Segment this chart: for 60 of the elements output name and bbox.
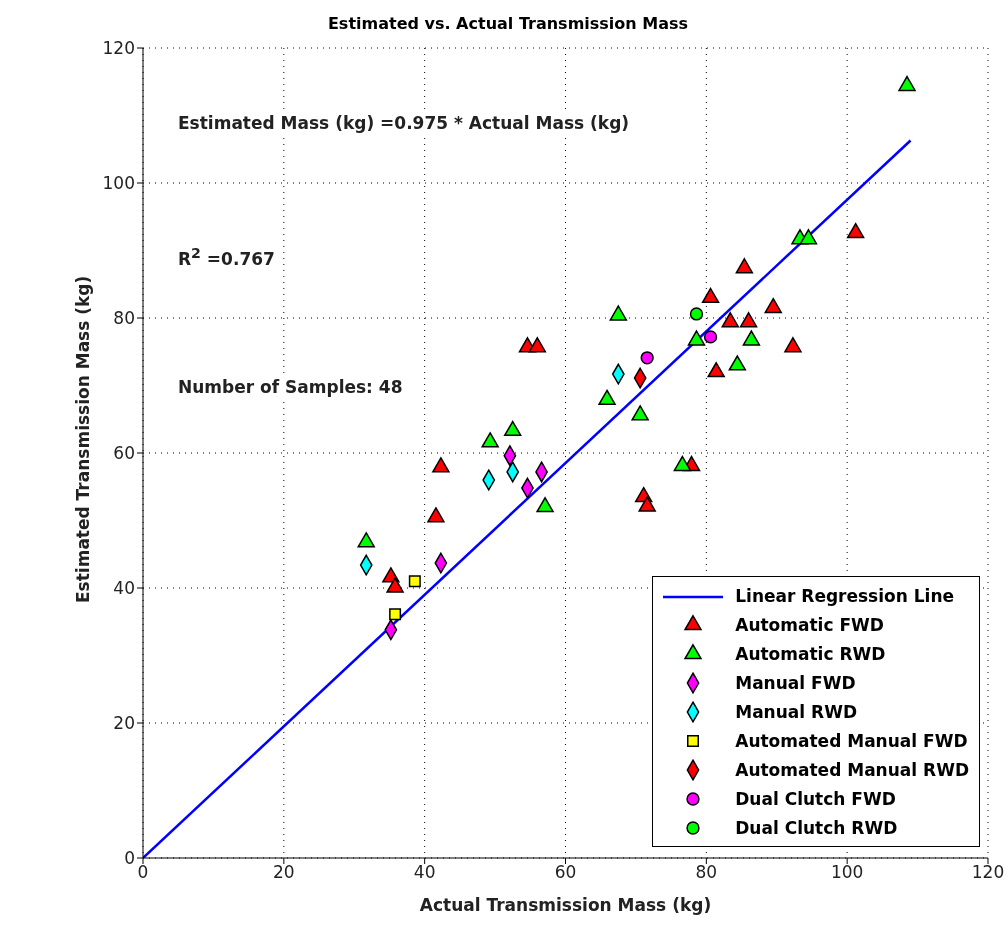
point: [389, 608, 402, 621]
x-tick-label: 0: [137, 862, 149, 883]
annotation: Estimated Mass (kg) =0.975 * Actual Mass (kg): [176, 113, 632, 133]
x-tick-label: 20: [273, 862, 295, 883]
point: [742, 330, 761, 346]
point: [386, 577, 404, 593]
y-tick-label: 20: [113, 713, 135, 734]
legend-label: Automated Manual RWD: [735, 759, 969, 780]
legend-label: Automated Manual FWD: [735, 730, 968, 751]
point: [846, 223, 865, 239]
point: [728, 355, 747, 371]
legend-label: Manual RWD: [735, 701, 857, 722]
point: [764, 297, 782, 314]
y-tick-label: 100: [102, 173, 135, 194]
y-tick-label: 0: [124, 848, 135, 869]
legend-label: Automatic RWD: [735, 643, 886, 664]
point: [481, 432, 499, 448]
point: [638, 496, 656, 512]
point: [503, 420, 522, 437]
x-axis-title: Actual Transmission Mass (kg): [419, 895, 712, 915]
y-tick-label: 80: [113, 308, 135, 329]
x-tick-label: 100: [830, 862, 864, 883]
point: [707, 362, 725, 378]
point: [799, 229, 818, 245]
point: [784, 337, 802, 353]
annotation: R$^{2}$ =0.767: [176, 245, 277, 269]
chart-title: Estimated vs. Actual Transmission Mass: [326, 14, 690, 33]
point: [528, 337, 547, 353]
annotation: Number of Samples: 48: [176, 377, 405, 397]
point: [536, 497, 554, 513]
x-tick-label: 120: [971, 862, 1005, 883]
legend-label: Automatic FWD: [735, 614, 884, 635]
y-axis-title: Estimated Transmission Mass (kg): [73, 275, 94, 603]
y-tick-label: 40: [113, 578, 135, 599]
point: [689, 307, 704, 321]
point: [703, 330, 718, 344]
legend-label: Linear Regression Line: [735, 585, 955, 606]
x-tick-label: 80: [695, 862, 718, 883]
point: [631, 405, 649, 421]
point: [609, 305, 628, 321]
legend-label: Dual Clutch FWD: [735, 788, 896, 809]
x-tick-label: 40: [413, 862, 436, 883]
point: [673, 455, 692, 472]
point: [739, 312, 758, 328]
point: [640, 351, 654, 365]
point: [735, 258, 754, 274]
point: [687, 330, 706, 346]
point: [721, 312, 739, 328]
point: [357, 532, 375, 548]
y-tick-label: 60: [113, 443, 135, 464]
y-tick-label: 120: [102, 38, 135, 59]
legend-label: Manual FWD: [735, 672, 856, 693]
point: [898, 75, 916, 92]
point: [701, 287, 720, 304]
point: [427, 507, 445, 523]
point: [408, 575, 421, 588]
x-tick-label: 60: [554, 862, 577, 883]
point: [598, 389, 616, 406]
legend-label: Dual Clutch RWD: [735, 817, 898, 838]
point: [432, 457, 450, 473]
